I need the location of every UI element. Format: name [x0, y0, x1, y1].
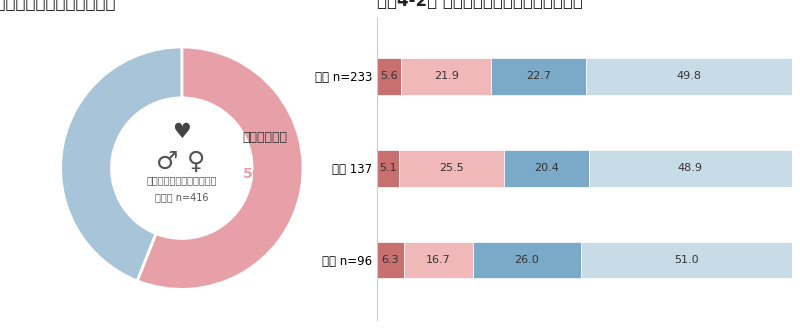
Bar [403, 242, 473, 278]
Bar [586, 58, 792, 95]
Text: ほしいと思う: ほしいと思う [242, 131, 287, 145]
Bar [378, 58, 401, 95]
Bar [491, 58, 586, 95]
Text: 5.1: 5.1 [379, 163, 397, 173]
Text: 56.0%: 56.0% [242, 167, 290, 181]
Text: 25.5: 25.5 [439, 163, 464, 173]
Bar [378, 150, 398, 186]
Bar [589, 150, 791, 186]
Bar [401, 58, 491, 95]
Text: 16.7: 16.7 [426, 255, 450, 265]
Text: ♥: ♥ [173, 122, 191, 142]
Bar [473, 242, 581, 278]
Text: 5.6: 5.6 [380, 71, 398, 81]
Wedge shape [137, 47, 303, 289]
Text: 22.7: 22.7 [526, 71, 551, 81]
Bar [378, 242, 403, 278]
Text: 21.9: 21.9 [434, 71, 458, 81]
Text: ♀: ♀ [187, 150, 206, 174]
Text: 51.0: 51.0 [674, 255, 698, 265]
Circle shape [111, 98, 252, 238]
Text: ＜围4-2＞ 交際相手を得るための行動有無: ＜围4-2＞ 交際相手を得るための行動有無 [378, 0, 583, 10]
Bar [398, 150, 504, 186]
Text: 6.3: 6.3 [382, 255, 399, 265]
Text: 48.9: 48.9 [678, 163, 702, 173]
Bar [581, 242, 792, 278]
Text: 20.4: 20.4 [534, 163, 559, 173]
Text: 未婚・交際相手がいない人: 未婚・交際相手がいない人 [146, 175, 217, 185]
Text: 49.8: 49.8 [676, 71, 702, 81]
Text: ベース n=416: ベース n=416 [155, 192, 209, 202]
Text: ＜围4-1＞  交際相手がほしいかどうか: ＜围4-1＞ 交際相手がほしいかどうか [0, 0, 116, 12]
Text: 26.0: 26.0 [514, 255, 539, 265]
Bar [504, 150, 589, 186]
Text: ♂: ♂ [156, 150, 178, 174]
Wedge shape [61, 47, 182, 281]
